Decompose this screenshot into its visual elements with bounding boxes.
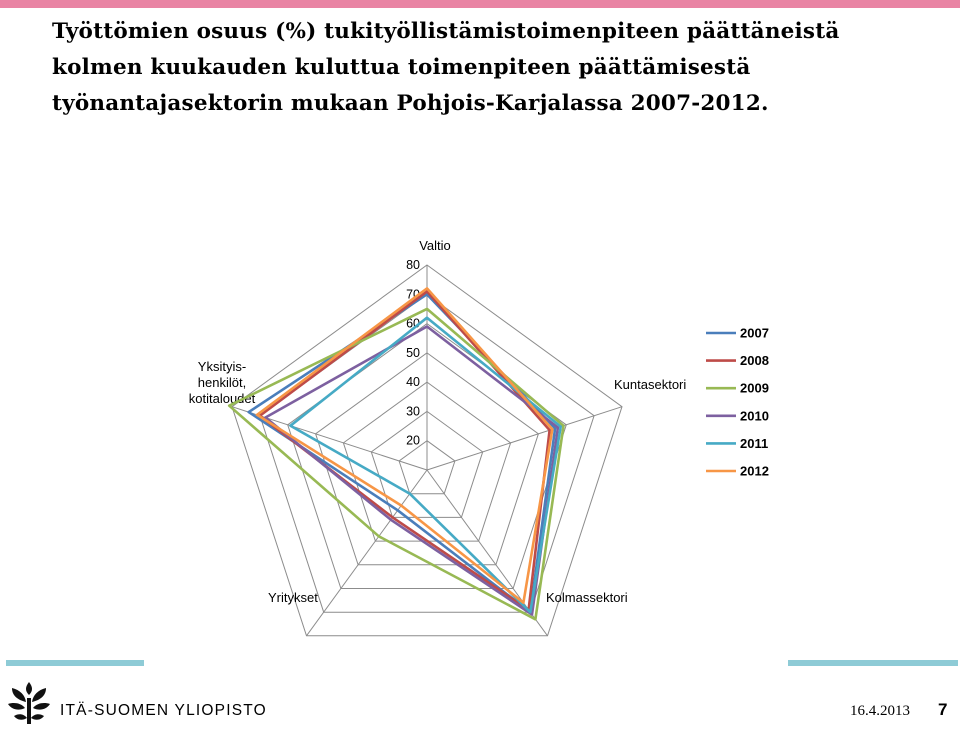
slide-title: Työttömien osuus (%) tukityöllistämistoi… [52, 19, 840, 116]
axis-label-0: Valtio [419, 238, 451, 253]
organization-name: ITÄ-SUOMEN YLIOPISTO [60, 702, 267, 719]
grid-ring-50 [315, 352, 539, 566]
axis-label-2: Kolmassektori [546, 590, 628, 605]
legend-label-2011: 2011 [740, 436, 768, 451]
spoke-1 [426, 406, 623, 471]
tick-label-80: 80 [406, 258, 420, 272]
university-logo-icon [8, 682, 50, 724]
footer-date: 16.4.2013 [850, 703, 910, 719]
grid-ring-20 [398, 440, 456, 495]
page-number: 7 [938, 700, 948, 719]
series-2012 [255, 287, 554, 605]
tick-label-50: 50 [406, 346, 420, 360]
chart-legend: 2007 2008 2009 2010 2011 2012 [706, 326, 769, 479]
legend-label-2007: 2007 [740, 326, 769, 341]
tick-label-40: 40 [406, 375, 420, 389]
tick-label-30: 30 [406, 404, 420, 418]
axis-label-1: Kuntasektori [614, 377, 686, 392]
grid-ring-80 [231, 264, 623, 637]
legend-label-2010: 2010 [740, 408, 769, 423]
tick-label-20: 20 [406, 434, 420, 448]
series-2011 [289, 316, 563, 614]
radar-grid [231, 264, 623, 637]
legend-label-2008: 2008 [740, 353, 769, 368]
legend-label-2009: 2009 [740, 381, 769, 396]
series-2010 [264, 325, 560, 616]
radar-series [227, 287, 565, 621]
series-2009 [227, 307, 565, 621]
footer-accent-bar-right [788, 660, 958, 666]
footer-accent-bar-left [6, 660, 144, 666]
legend-label-2012: 2012 [740, 464, 769, 479]
grid-ring-30 [370, 410, 484, 518]
axis-label-4: Yksityis-henkilöt, kotitaloudet [189, 359, 256, 406]
radar-axis-labels: Valtio Kuntasektori Kolmassektori Yritykset… [189, 238, 687, 605]
axis-label-3: Yritykset [268, 590, 318, 605]
series-2008 [258, 290, 551, 612]
spoke-3 [306, 469, 428, 637]
top-accent-bar [0, 0, 960, 8]
